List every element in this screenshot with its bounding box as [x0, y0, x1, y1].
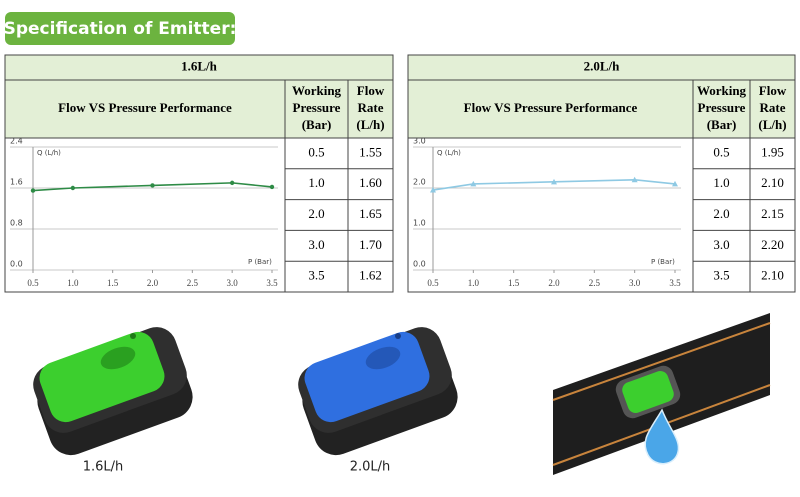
product-green [33, 327, 193, 456]
table-cell: 1.55 [359, 144, 382, 159]
column-header: Flow [357, 83, 385, 98]
table-cell: 3.5 [308, 268, 324, 283]
table-cell: 3.5 [713, 268, 729, 283]
x-tick-label: 2.5 [187, 278, 199, 288]
table-title: 2.0L/h [584, 58, 621, 73]
x-tick-label: 1.0 [67, 278, 79, 288]
table-cell: 2.10 [761, 175, 784, 190]
table-cell: 2.0 [713, 206, 729, 221]
column-header: (Bar) [302, 117, 332, 132]
column-header: Pressure [698, 100, 746, 115]
table-cell: 2.20 [761, 237, 784, 252]
caption: 2.0L/h [350, 460, 391, 475]
table-cell: 3.0 [308, 237, 324, 252]
table-border [407, 54, 796, 293]
data-point [229, 180, 235, 186]
y-axis-label: Q (L/h) [37, 149, 61, 157]
header-title: Specification of Emitter: [4, 19, 237, 39]
column-header: Working [697, 83, 747, 98]
data-point [430, 187, 436, 193]
x-tick-label: 1.5 [107, 278, 119, 288]
x-tick-label: 3.0 [227, 278, 239, 288]
y-tick-label: 0.8 [10, 219, 23, 228]
chart-title: Flow VS Pressure Performance [464, 100, 638, 115]
table-cell: 1.62 [359, 268, 382, 283]
table-cell: 1.0 [713, 175, 729, 190]
column-header: (Bar) [707, 117, 737, 132]
y-tick-label: 0.0 [413, 260, 426, 269]
data-point [551, 178, 557, 185]
x-tick-label: 2.0 [548, 278, 560, 288]
chart-title: Flow VS Pressure Performance [58, 100, 232, 115]
column-header: (L/h) [356, 117, 384, 132]
column-header: Rate [358, 100, 384, 115]
table-cell: 0.5 [308, 144, 324, 159]
x-tick-label: 0.5 [427, 278, 439, 288]
table-cell: 2.10 [761, 268, 784, 283]
x-tick-label: 2.5 [589, 278, 601, 288]
data-point [150, 183, 155, 188]
y-axis-label: Q (L/h) [437, 149, 461, 157]
header-badge [5, 12, 235, 45]
table-cell: 1.0 [308, 175, 324, 190]
column-header: (L/h) [758, 117, 786, 132]
column-header: Pressure [293, 100, 341, 115]
y-tick-label: 2.0 [413, 178, 426, 187]
data-point [470, 180, 477, 187]
x-tick-label: 0.5 [27, 278, 39, 288]
caption: 1.6L/h [83, 460, 124, 475]
data-point [30, 188, 36, 193]
data-point [269, 184, 275, 190]
product-blue [298, 327, 458, 456]
data-point [631, 176, 638, 183]
x-tick-label: 3.5 [266, 278, 278, 288]
x-tick-label: 3.5 [669, 278, 681, 288]
table-title: 1.6L/h [181, 58, 218, 73]
table-cell: 1.70 [359, 237, 382, 252]
x-tick-label: 3.0 [629, 278, 641, 288]
table-title-bg [408, 55, 795, 138]
x-axis-label: P (Bar) [651, 258, 675, 266]
table-title-bg [5, 55, 393, 138]
table-cell: 2.15 [761, 206, 784, 221]
table-border [4, 54, 394, 293]
y-tick-label: 3.0 [413, 137, 426, 146]
y-tick-label: 1.6 [10, 178, 23, 187]
y-tick-label: 0.0 [10, 260, 23, 269]
product-pipe [552, 313, 771, 475]
x-axis-label: P (Bar) [248, 258, 272, 266]
x-tick-label: 1.0 [468, 278, 480, 288]
column-header: Flow [759, 83, 787, 98]
data-point [672, 180, 678, 187]
data-point [70, 185, 76, 191]
column-header: Rate [760, 100, 786, 115]
y-tick-label: 2.4 [10, 137, 23, 146]
table-cell: 2.0 [308, 206, 324, 221]
table-cell: 1.60 [359, 175, 382, 190]
column-header: Working [292, 83, 342, 98]
x-tick-label: 2.0 [147, 278, 159, 288]
table-cell: 3.0 [713, 237, 729, 252]
table-cell: 0.5 [713, 144, 729, 159]
y-tick-label: 1.0 [413, 219, 426, 228]
table-cell: 1.65 [359, 206, 382, 221]
table-cell: 1.95 [761, 144, 784, 159]
x-tick-label: 1.5 [508, 278, 520, 288]
